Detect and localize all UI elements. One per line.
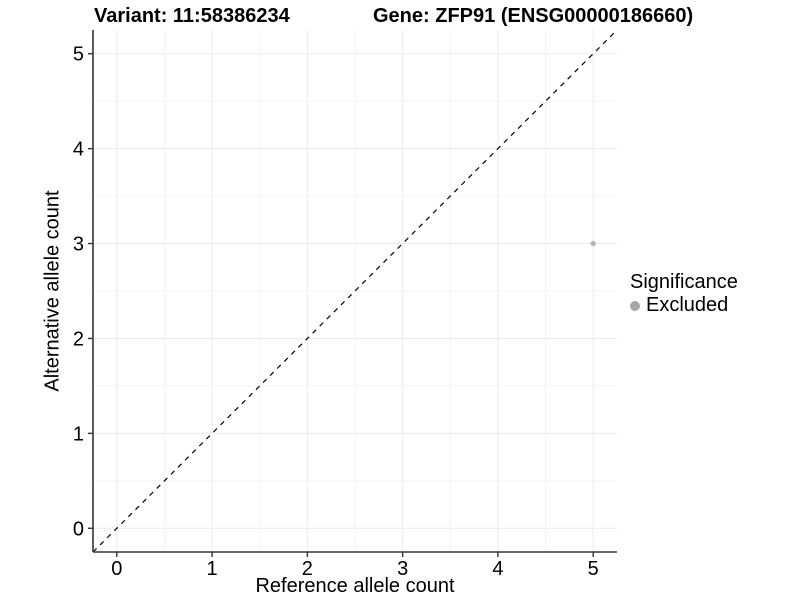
data-point (590, 240, 596, 247)
x-axis-title: Reference allele count (255, 575, 455, 597)
y-tick-label: 2 (73, 328, 84, 350)
plot-title-variant: Variant: 11:58386234 (94, 5, 290, 27)
x-tick-label: 3 (397, 558, 408, 580)
y-tick-label: 4 (73, 139, 84, 161)
y-axis-title: Alternative allele count (41, 190, 64, 392)
x-tick-label: 5 (588, 558, 599, 580)
x-tick-label: 4 (492, 558, 503, 580)
identity-reference-line (92, 29, 618, 553)
y-tick-label: 1 (73, 423, 84, 445)
y-tick-label: 0 (73, 518, 84, 540)
legend-items: Excluded (630, 294, 738, 317)
legend-key-dot-icon (630, 300, 640, 311)
x-tick-label: 0 (111, 558, 122, 580)
legend-item-label: Excluded (646, 294, 729, 316)
legend: Significance Excluded (630, 270, 738, 317)
x-tick-label: 1 (207, 558, 218, 580)
y-tick-label: 5 (73, 44, 84, 66)
x-tick-label: 2 (302, 558, 313, 580)
plot-title-gene: Gene: ZFP91 (ENSG00000186660) (373, 5, 694, 27)
legend-item: Excluded (630, 294, 738, 317)
legend-title: Significance (630, 271, 738, 293)
y-tick-label: 3 (73, 234, 84, 256)
